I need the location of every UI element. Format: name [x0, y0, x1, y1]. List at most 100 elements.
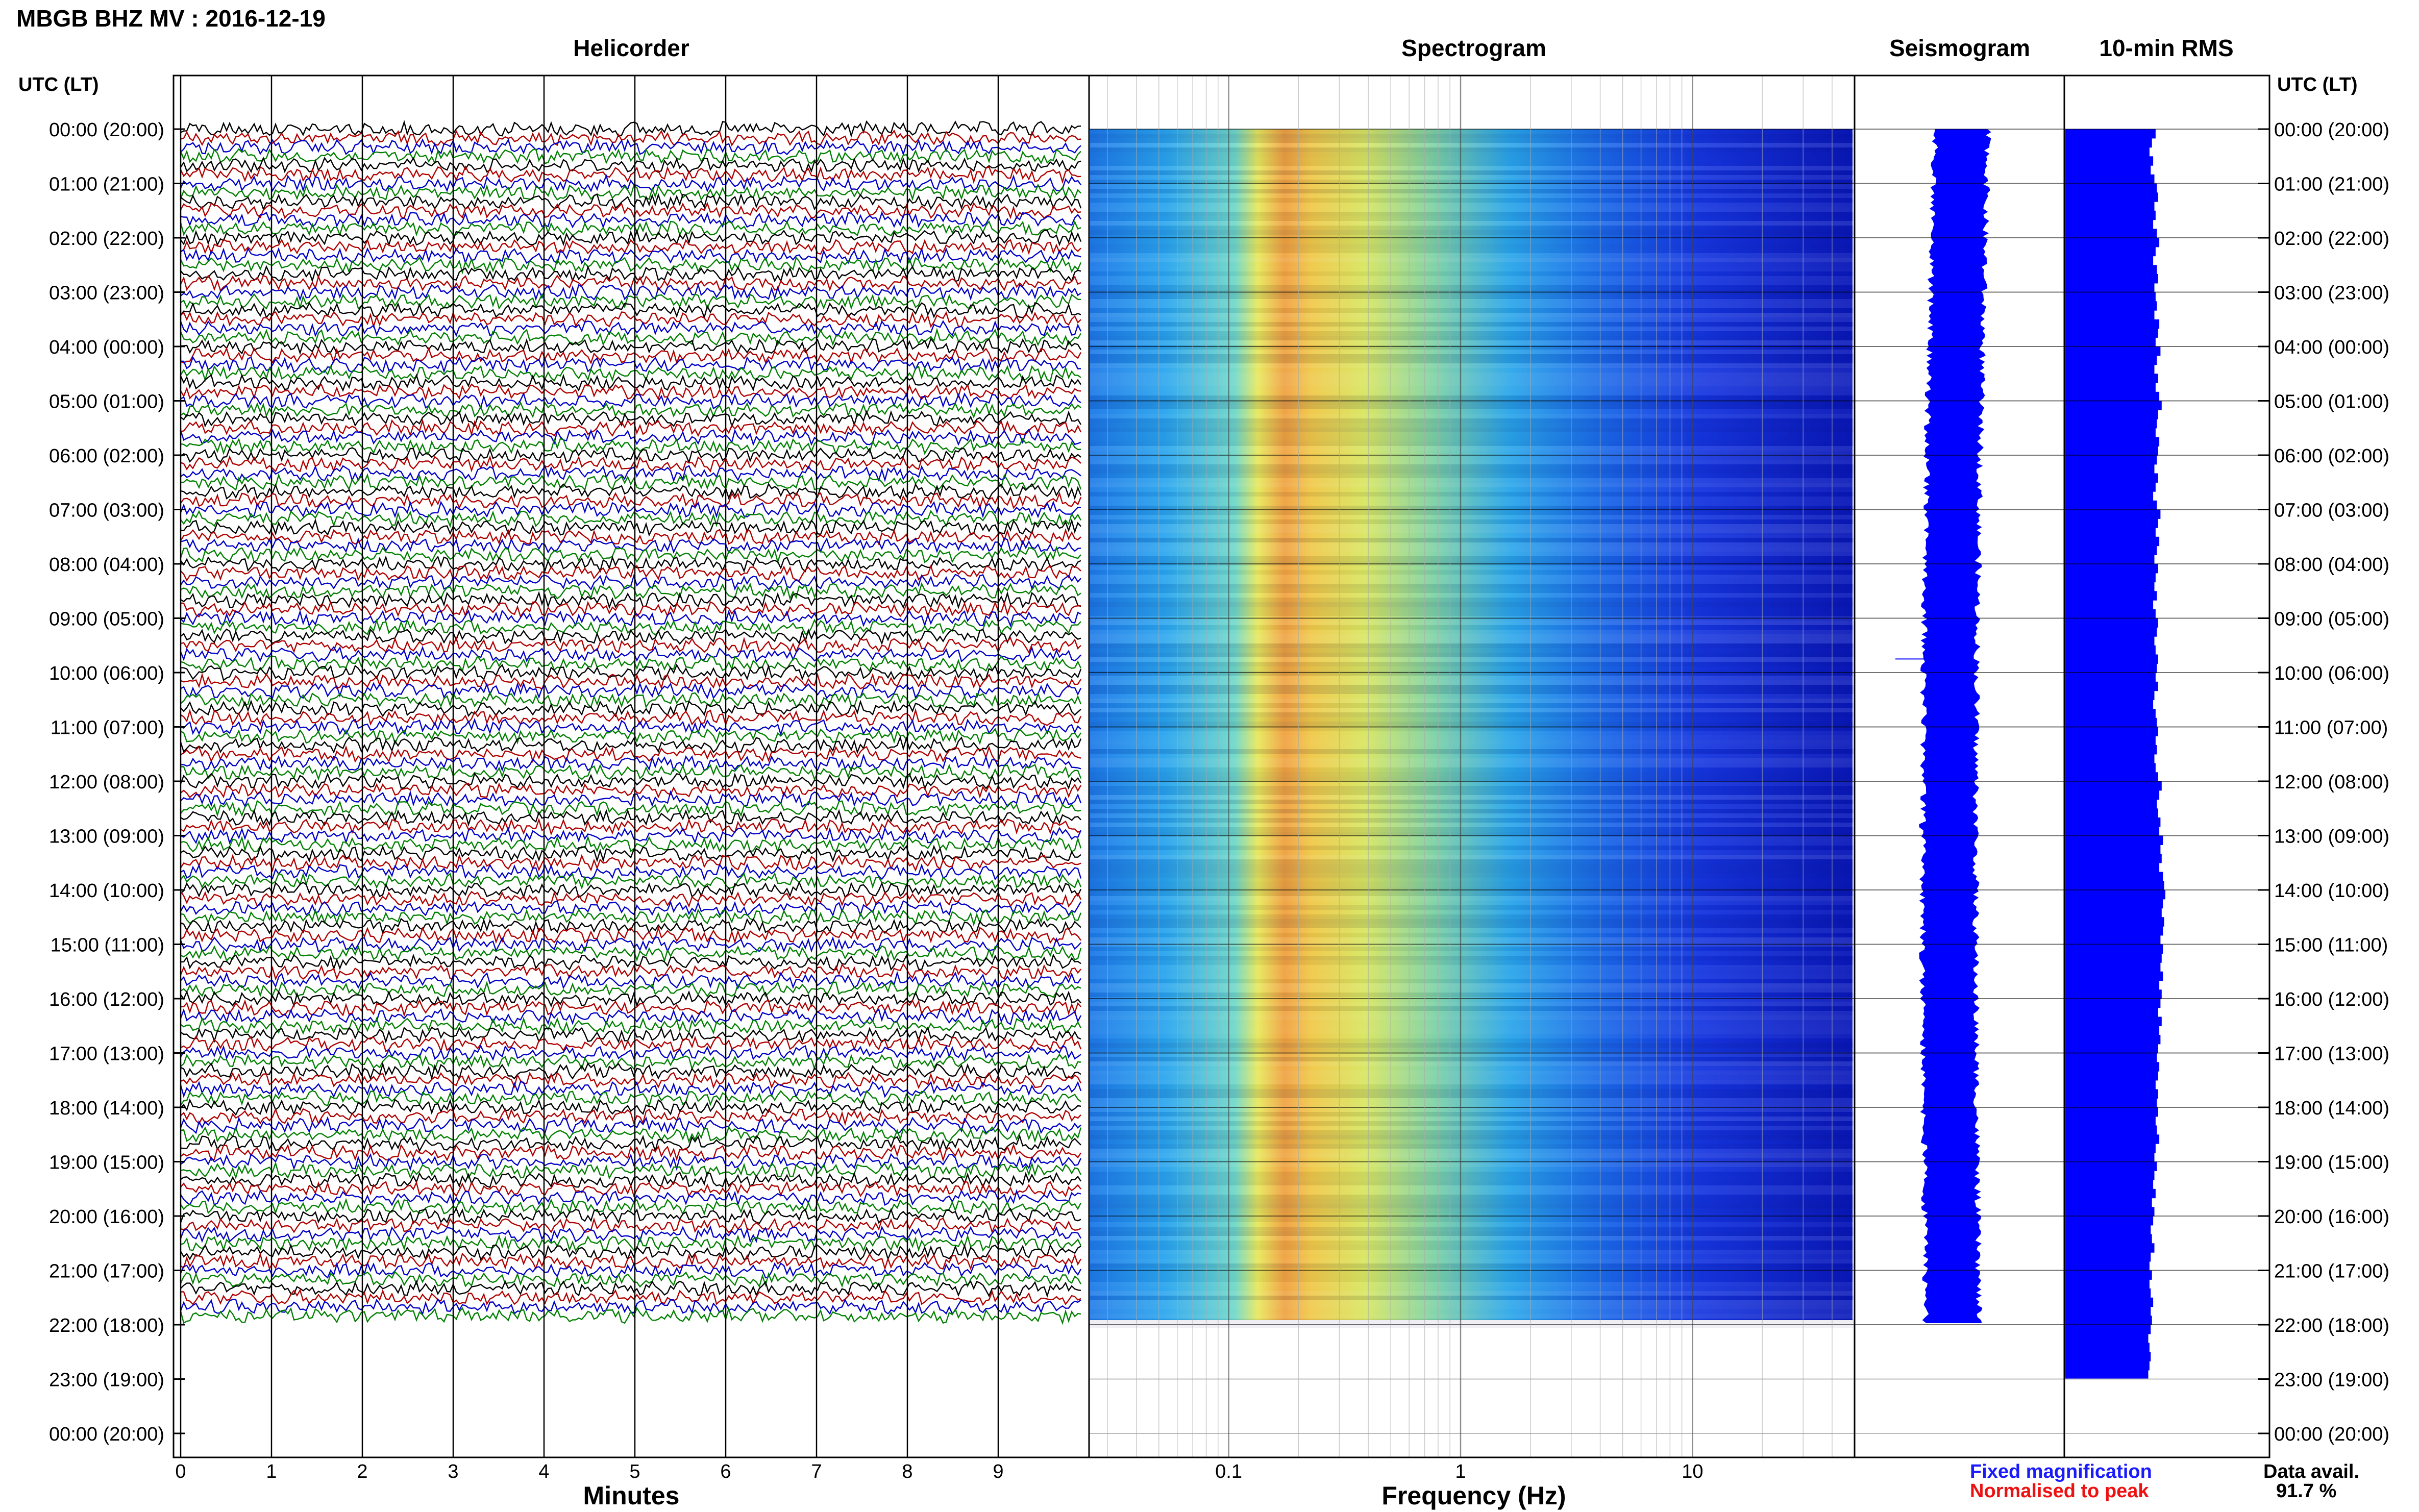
spectrogram-row [1090, 584, 1854, 588]
rms-bar [2065, 1126, 2157, 1135]
rms-bar [2065, 836, 2163, 845]
time-tick-left: 05:00 (01:00) [49, 391, 164, 413]
helicorder-trace [181, 1263, 1081, 1278]
time-axis-label-left: UTC (LT) [18, 74, 99, 95]
spectrogram-row [1090, 914, 1854, 919]
spectrogram-row [1090, 1309, 1854, 1314]
rms-bar [2065, 1207, 2155, 1216]
time-tick-right: 15:00 (11:00) [2274, 935, 2388, 956]
spectrogram-row [1090, 327, 1854, 331]
rms-bar [2065, 763, 2156, 773]
spectrogram-row [1090, 377, 1854, 382]
spectrogram-row [1090, 1282, 1854, 1286]
rms-bar [2065, 790, 2159, 800]
spectrogram-row [1090, 552, 1854, 556]
rms-bar [2065, 926, 2163, 935]
spectrogram-row [1090, 937, 1854, 942]
spectrogram-row [1090, 221, 1854, 226]
helicorder-trace [181, 982, 1081, 998]
time-tick-right: 17:00 (13:00) [2274, 1044, 2389, 1065]
spectrogram-row [1090, 878, 1854, 882]
spectrogram-row [1090, 1057, 1854, 1061]
helicorder-trace [181, 131, 1081, 145]
spectrogram-row [1090, 1066, 1854, 1071]
helicorder-trace [181, 249, 1081, 263]
spectrogram-row [1090, 1314, 1854, 1319]
rms-bar [2065, 329, 2158, 338]
rms-bar [2065, 600, 2153, 609]
rms-bar [2065, 1352, 2151, 1361]
spectrogram-row [1090, 740, 1854, 745]
spectrogram-row [1090, 483, 1854, 487]
spectrogram-row [1090, 1218, 1854, 1222]
rms-bar [2065, 1325, 2151, 1334]
time-tick-left: 17:00 (13:00) [49, 1044, 164, 1065]
spectrogram-row [1090, 1006, 1854, 1011]
spectrogram-row [1090, 859, 1854, 864]
helicorder-trace [181, 330, 1081, 345]
spectrogram-row [1090, 345, 1854, 350]
rms-bar [2065, 673, 2156, 682]
rms-bar [2065, 437, 2159, 447]
spectrogram-row [1090, 1020, 1854, 1025]
spectrogram-row [1090, 671, 1854, 676]
spectrogram-row [1090, 1208, 1854, 1213]
spectrogram-row [1090, 795, 1854, 800]
spectrogram-row [1090, 905, 1854, 910]
spectrogram-row [1090, 294, 1854, 299]
helicorder-trace [181, 393, 1081, 409]
spectrogram-row [1090, 634, 1854, 639]
spectrogram-row [1090, 1286, 1854, 1291]
spectrogram-row [1090, 313, 1854, 317]
spectrogram-row [1090, 657, 1854, 662]
spectrogram-row [1090, 855, 1854, 859]
spectrogram-row [1090, 901, 1854, 905]
spectrogram-row [1090, 161, 1854, 166]
rms-bar [2065, 781, 2162, 790]
spectrogram-row [1090, 350, 1854, 354]
rms-bar [2065, 464, 2155, 474]
rms-bar [2065, 682, 2158, 691]
spectrogram-row [1090, 928, 1854, 933]
spectrogram-row [1090, 474, 1854, 478]
spectrogram-row [1090, 607, 1854, 611]
rms-bar [2065, 1252, 2151, 1261]
rms-bar [2065, 609, 2156, 618]
rms-bar [2065, 745, 2157, 754]
rms-bar [2065, 510, 2160, 519]
rms-bar [2065, 1026, 2159, 1035]
rms-bar [2065, 1225, 2151, 1234]
helicorder-trace [181, 882, 1081, 897]
spectrogram-row [1090, 189, 1854, 193]
spectrogram-row [1090, 501, 1854, 506]
spectrogram-row [1090, 363, 1854, 368]
spectrogram-row [1090, 662, 1854, 666]
helicorder-trace [181, 1046, 1081, 1060]
spectrogram-row [1090, 1199, 1854, 1204]
time-tick-right: 09:00 (05:00) [2274, 609, 2389, 630]
rms-bar [2065, 365, 2155, 374]
spectrogram-row [1090, 919, 1854, 924]
spectrogram-row [1090, 758, 1854, 763]
rms-bar [2065, 1271, 2152, 1280]
spectrogram-title: Spectrogram [1401, 35, 1546, 61]
rms-bar [2065, 646, 2156, 655]
spectrogram-x-tick: 10 [1682, 1461, 1703, 1482]
spectrogram-row [1090, 235, 1854, 239]
spectrogram-row [1090, 846, 1854, 850]
helicorder-trace [181, 584, 1081, 599]
time-tick-right: 13:00 (09:00) [2274, 826, 2389, 848]
rms-bar [2065, 129, 2156, 138]
time-ticks-right: 00:00 (20:00)01:00 (21:00)02:00 (22:00)0… [2258, 119, 2389, 1445]
rms-bar [2065, 881, 2164, 890]
time-tick-left: 22:00 (18:00) [49, 1315, 164, 1336]
spectrogram-row [1090, 800, 1854, 804]
helicorder-trace [181, 1019, 1081, 1033]
time-tick-right: 07:00 (03:00) [2274, 500, 2389, 522]
spectrogram-row [1090, 1144, 1854, 1149]
rms-bar [2065, 1198, 2152, 1207]
time-tick-right: 11:00 (07:00) [2274, 717, 2388, 739]
spectrogram-row [1090, 230, 1854, 235]
spectrogram-row [1090, 708, 1854, 712]
rms-bar [2065, 1288, 2151, 1298]
